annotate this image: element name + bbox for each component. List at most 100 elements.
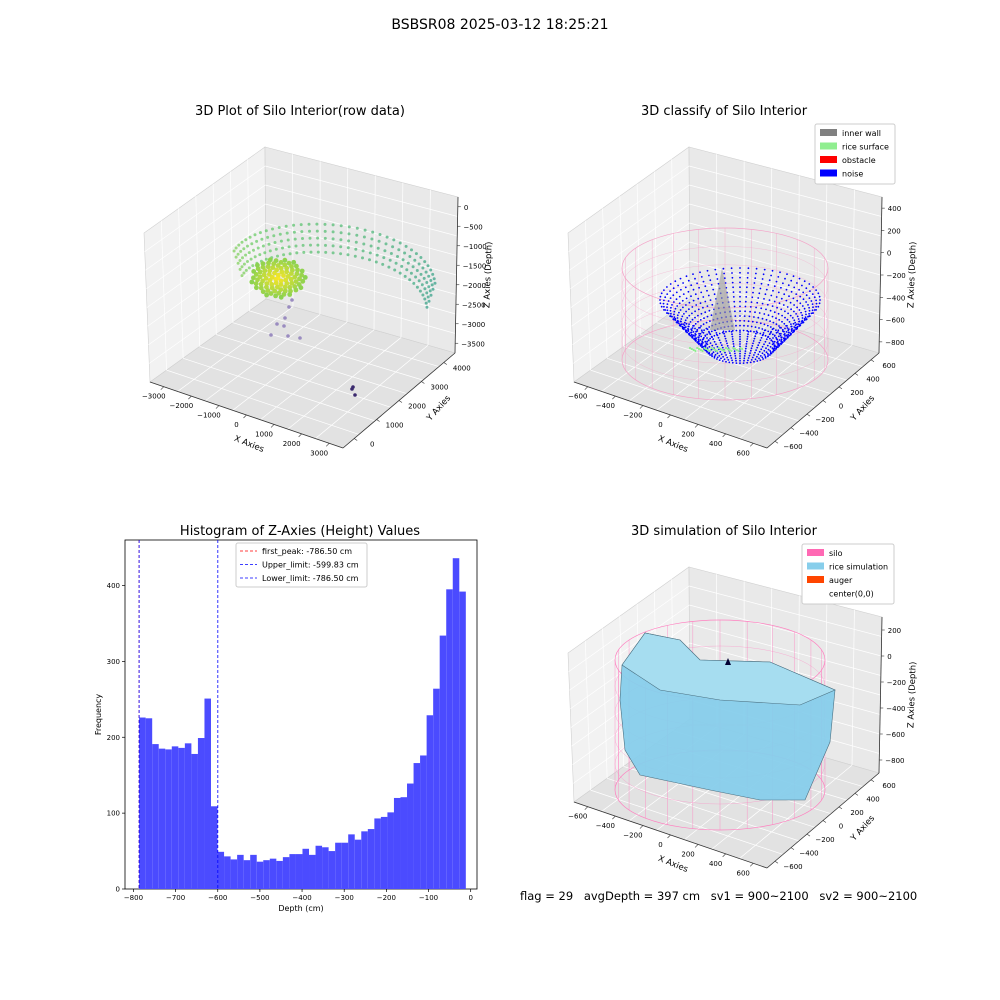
data-point <box>414 275 418 279</box>
rice-surface-point <box>730 349 733 353</box>
noise-point <box>732 296 735 298</box>
y-tick <box>443 362 447 365</box>
noise-point <box>776 344 779 346</box>
noise-point <box>749 352 751 354</box>
noise-point <box>739 300 741 303</box>
noise-point <box>760 307 763 310</box>
grid-line <box>739 765 853 859</box>
panel2-noise-points <box>659 267 821 365</box>
noise-point <box>779 342 782 345</box>
noise-point <box>682 306 684 309</box>
noise-point <box>723 272 725 275</box>
legend-swatch <box>820 156 837 163</box>
noise-point <box>815 289 817 291</box>
noise-point <box>761 352 764 355</box>
x-tick <box>584 806 588 810</box>
noise-point <box>785 324 787 327</box>
data-point <box>258 231 262 235</box>
noise-point <box>698 334 701 337</box>
x-tick <box>270 424 275 428</box>
grid-line <box>689 241 881 295</box>
noise-point <box>753 354 755 356</box>
noise-point <box>704 285 707 288</box>
noise-point <box>724 351 726 354</box>
noise-point <box>733 300 736 303</box>
noise-point <box>689 321 692 323</box>
data-point <box>426 264 430 268</box>
data-point <box>278 260 284 265</box>
data-point <box>238 267 242 271</box>
histogram-bar <box>295 854 303 889</box>
data-point <box>421 266 425 270</box>
x-tick <box>722 853 726 858</box>
noise-point <box>694 333 697 335</box>
noise-point <box>758 327 760 329</box>
grid-line <box>315 345 429 439</box>
noise-point <box>720 353 723 356</box>
z-tick-label: 400 <box>888 205 901 213</box>
noise-point <box>778 325 780 327</box>
y-tick <box>854 373 859 376</box>
data-point <box>282 324 286 328</box>
panel1-axes: −3000−2000−10000100020003000010002000300… <box>142 146 495 457</box>
legend-frame <box>814 123 896 185</box>
noise-point <box>698 332 700 335</box>
data-point <box>339 238 343 242</box>
noise-point <box>677 284 679 287</box>
histogram-bar <box>387 812 394 889</box>
noise-point <box>684 286 687 289</box>
noise-point <box>756 331 759 334</box>
noise-point <box>783 337 786 339</box>
noise-point <box>756 346 759 349</box>
data-point <box>234 246 238 250</box>
rice-surface-point <box>717 346 720 350</box>
noise-point <box>697 340 700 343</box>
noise-point <box>684 319 687 322</box>
data-point <box>425 305 429 309</box>
data-point <box>272 234 276 238</box>
data-point <box>273 241 277 244</box>
panel3-histogram: −800 −700 −600 −500 −400 −300 −200 −100 0 0 100 200… <box>94 539 478 913</box>
noise-point <box>685 275 688 278</box>
data-point <box>331 223 335 227</box>
noise-point <box>679 325 682 327</box>
grid-line <box>739 345 853 439</box>
y-tick-label: 600 <box>882 362 895 370</box>
panel1-title: 3D Plot of Silo Interior(row data) <box>195 104 405 119</box>
data-point <box>302 250 306 254</box>
noise-point <box>769 332 772 334</box>
noise-point <box>689 334 692 337</box>
data-point <box>278 287 284 292</box>
data-point <box>251 269 257 274</box>
noise-point <box>735 324 737 327</box>
noise-point <box>760 348 763 351</box>
data-point <box>389 252 393 255</box>
data-point <box>278 294 284 300</box>
data-point <box>408 255 412 258</box>
rice-surface-point <box>719 347 722 351</box>
noise-point <box>739 340 741 343</box>
data-point <box>331 244 335 248</box>
noise-point <box>757 353 760 356</box>
noise-point <box>777 291 780 294</box>
noise-point <box>798 320 800 323</box>
noise-point <box>719 350 722 353</box>
noise-point <box>709 342 712 344</box>
x-tick-label: −200 <box>623 412 642 420</box>
x-tick-label: −700 <box>166 894 185 902</box>
data-point <box>273 277 279 282</box>
data-point <box>354 247 358 251</box>
histogram-bar <box>341 842 349 889</box>
data-point <box>255 239 259 243</box>
noise-point <box>801 305 804 307</box>
noise-point <box>803 317 806 320</box>
y-tick <box>870 359 875 363</box>
noise-point <box>709 320 711 322</box>
noise-point <box>679 277 682 280</box>
noise-point <box>666 303 669 305</box>
rice-surface-point <box>732 346 735 350</box>
noise-point <box>769 337 771 340</box>
noise-point <box>797 323 800 326</box>
noise-point <box>680 323 683 326</box>
noise-point <box>702 323 705 326</box>
